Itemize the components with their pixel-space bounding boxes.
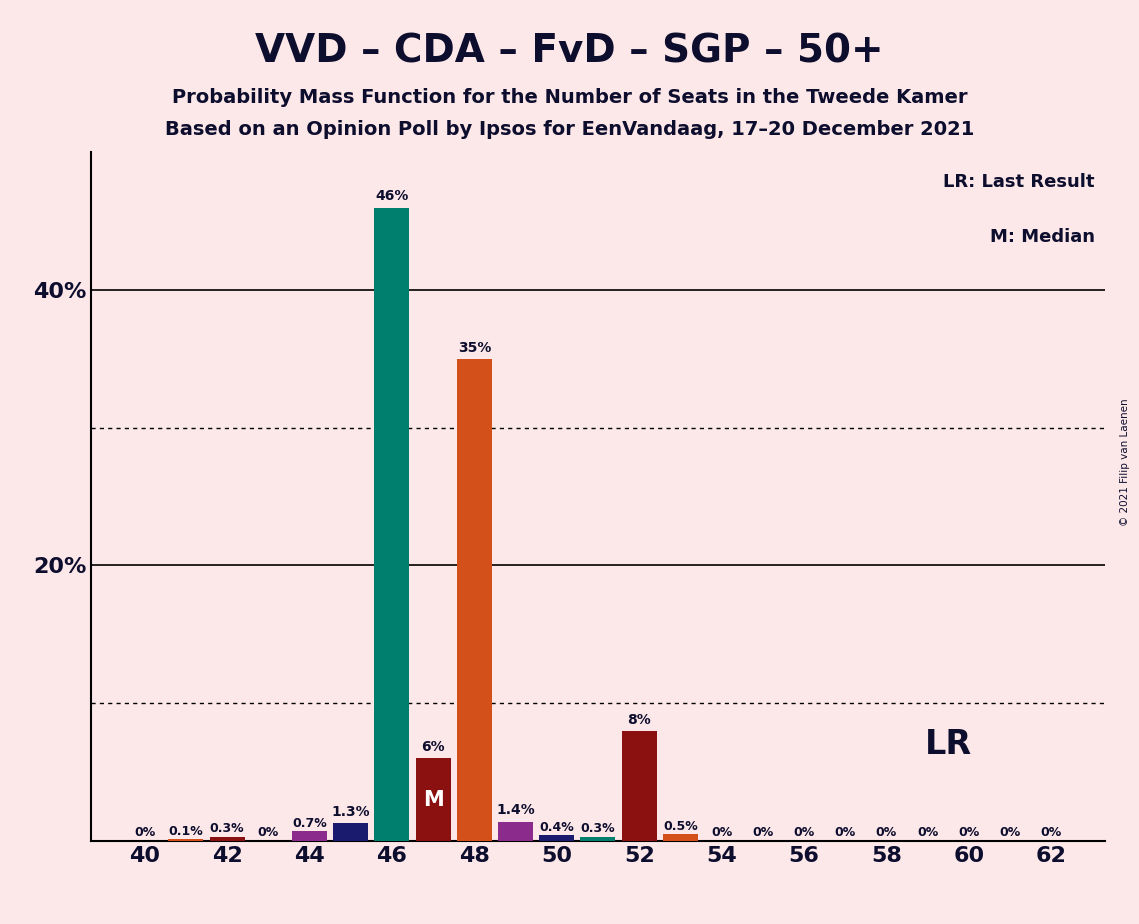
Text: VVD – CDA – FvD – SGP – 50+: VVD – CDA – FvD – SGP – 50+ [255, 32, 884, 70]
Text: 0%: 0% [958, 826, 980, 840]
Bar [581, 837, 615, 841]
Text: 0.1%: 0.1% [169, 825, 203, 838]
Text: 0.4%: 0.4% [540, 821, 574, 834]
Text: Probability Mass Function for the Number of Seats in the Tweede Kamer: Probability Mass Function for the Number… [172, 88, 967, 107]
Text: 8%: 8% [628, 712, 652, 726]
Text: 0%: 0% [794, 826, 814, 840]
Bar [539, 835, 574, 841]
Bar [416, 759, 451, 841]
Text: 0%: 0% [752, 826, 773, 840]
Bar [210, 837, 245, 841]
Bar [169, 840, 204, 841]
Text: LR: Last Result: LR: Last Result [943, 173, 1095, 191]
Text: 1.3%: 1.3% [331, 805, 370, 819]
Text: 35%: 35% [458, 341, 491, 355]
Text: 0%: 0% [134, 826, 155, 840]
Bar [457, 359, 492, 841]
Text: 0.3%: 0.3% [210, 822, 245, 835]
Bar [663, 834, 698, 841]
Text: 0%: 0% [711, 826, 732, 840]
Text: 0.5%: 0.5% [663, 820, 698, 833]
Bar [375, 208, 409, 841]
Text: © 2021 Filip van Laenen: © 2021 Filip van Laenen [1120, 398, 1130, 526]
Text: 0%: 0% [876, 826, 898, 840]
Text: M: M [423, 789, 443, 809]
Text: 0%: 0% [257, 826, 279, 840]
Text: 0.3%: 0.3% [581, 822, 615, 835]
Bar [292, 832, 327, 841]
Text: 46%: 46% [375, 189, 409, 203]
Text: 1.4%: 1.4% [497, 804, 535, 818]
Text: 0%: 0% [999, 826, 1021, 840]
Bar [334, 823, 368, 841]
Text: 0%: 0% [917, 826, 939, 840]
Text: LR: LR [925, 728, 972, 761]
Text: 0%: 0% [1041, 826, 1062, 840]
Text: 6%: 6% [421, 740, 445, 754]
Text: M: Median: M: Median [990, 228, 1095, 246]
Text: 0%: 0% [835, 826, 855, 840]
Text: 0.7%: 0.7% [292, 817, 327, 830]
Bar [498, 821, 533, 841]
Text: Based on an Opinion Poll by Ipsos for EenVandaag, 17–20 December 2021: Based on an Opinion Poll by Ipsos for Ee… [165, 120, 974, 140]
Bar [622, 731, 657, 841]
